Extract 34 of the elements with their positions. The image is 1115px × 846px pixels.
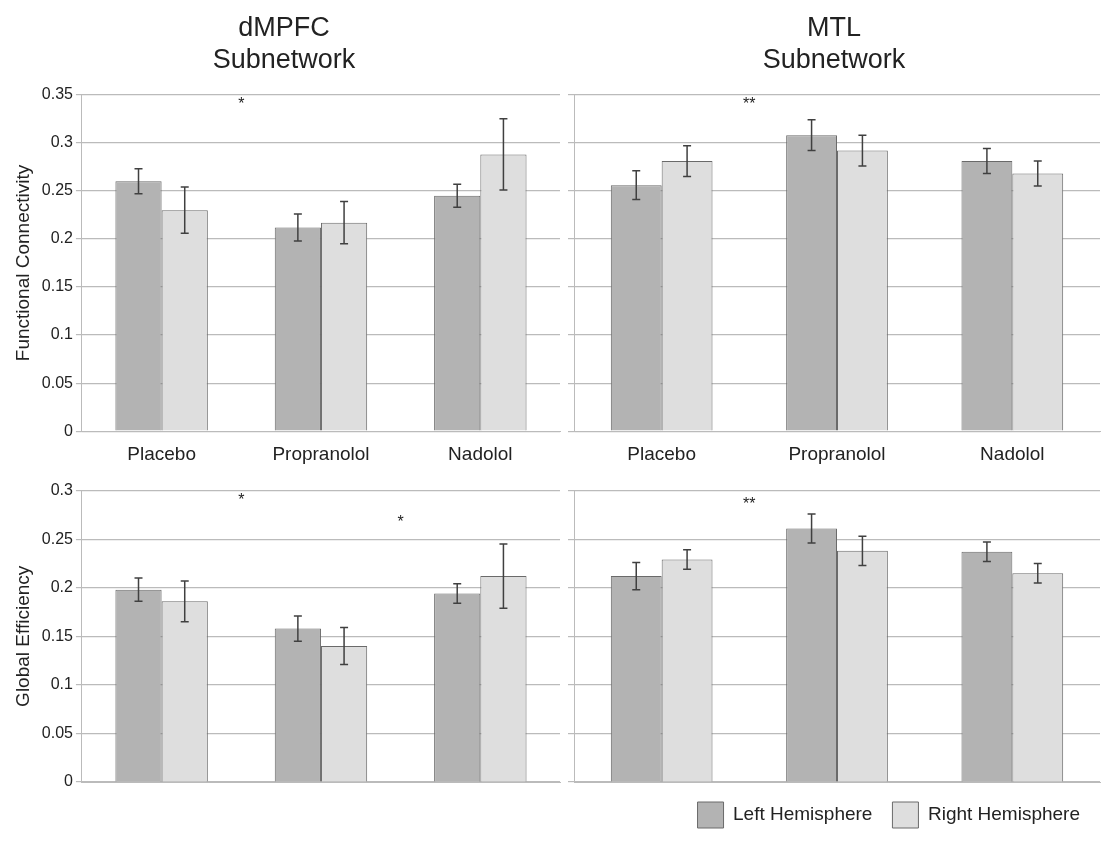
text: Subnetwork [212,44,356,75]
y-tick-label: 0.25 [41,181,74,199]
y-axis-title: Global Efficiency [11,565,33,707]
y-tick-label: 0.1 [50,325,74,343]
legend-label: Right Hemisphere [927,803,1081,825]
x-tick-label: Nadolol [448,442,513,464]
y-tick-label: 0.25 [41,529,74,547]
y-axis-title: Functional Connectivity [11,164,33,362]
text: dMPFC [238,11,330,42]
annotation: * [238,490,245,508]
y-tick-label: 0 [64,772,74,790]
y-tick-label: 0.1 [50,675,74,693]
legend-label: Left Hemisphere [733,803,873,825]
annotation: * [238,94,245,112]
y-tick-label: 0.35 [41,85,74,103]
y-tick-label: 0.2 [50,578,74,596]
x-tick-label: Placebo [127,442,196,464]
annotation: * [397,512,404,530]
y-tick-label: 0.3 [50,133,74,151]
x-tick-label: Nadolol [980,442,1045,464]
x-tick-label: Propranolol [272,442,370,464]
y-tick-label: 0.05 [41,373,74,391]
y-tick-label: 0.3 [50,481,74,499]
y-tick-label: 0.15 [41,626,74,644]
annotation: ** [743,495,756,513]
y-tick-label: 0.2 [50,229,74,247]
y-tick-label: 0.15 [41,277,74,295]
text: MTL [807,11,861,42]
y-tick-label: 0.05 [41,723,74,741]
x-tick-label: Placebo [627,442,696,464]
y-tick-label: 0 [64,421,74,439]
x-tick-label: Propranolol [788,442,886,464]
text: Subnetwork [762,44,906,75]
annotation: ** [743,94,756,112]
